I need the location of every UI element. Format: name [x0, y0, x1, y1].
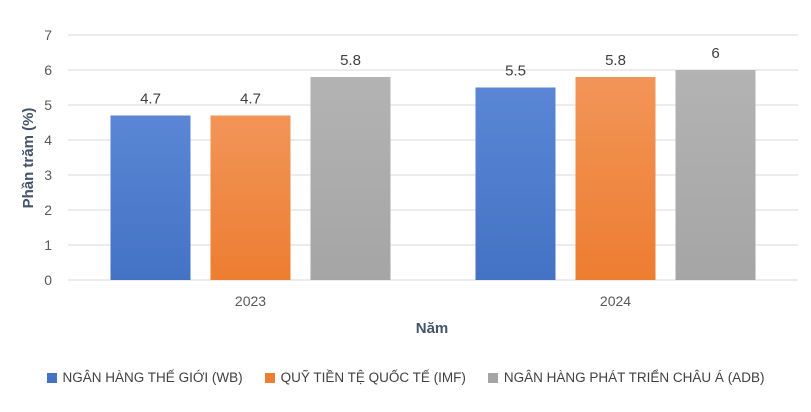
legend-label: NGÂN HÀNG THẾ GIỚI (WB): [62, 370, 243, 385]
y-tick-label: 4: [44, 132, 52, 148]
legend-label: QUỸ TIỀN TỆ QUỐC TẾ (IMF): [280, 370, 466, 385]
y-tick-label: 1: [44, 237, 52, 253]
legend-swatch: [487, 372, 498, 383]
x-tick-labels: 2023 2024: [235, 293, 631, 309]
x-axis-title: Năm: [416, 320, 449, 337]
x-tick-label: 2023: [235, 293, 266, 309]
x-tick-label: 2024: [600, 293, 631, 309]
bar: [310, 77, 391, 280]
y-tick-label: 3: [44, 167, 52, 183]
legend-swatch: [264, 372, 275, 383]
data-label: 6: [711, 45, 719, 62]
y-tick-label: 5: [44, 97, 52, 113]
data-labels: 4.7 4.7 5.8 5.5 5.8 6: [140, 45, 720, 108]
y-tick-label: 6: [44, 62, 52, 78]
legend-item: QUỸ TIỀN TỆ QUỐC TẾ (IMF): [264, 370, 466, 385]
data-label: 4.7: [240, 91, 261, 108]
bar: [575, 77, 656, 280]
y-axis-title: Phần trăm (%): [20, 108, 37, 209]
legend-item: NGÂN HÀNG THẾ GIỚI (WB): [46, 370, 243, 385]
bar: [475, 87, 556, 280]
legend-label: NGÂN HÀNG PHÁT TRIỂN CHÂU Á (ADB): [503, 370, 765, 385]
y-tick-labels: 0 1 2 3 4 5 6 7: [44, 27, 52, 288]
legend: NGÂN HÀNG THẾ GIỚI (WB) QUỸ TIỀN TỆ QUỐC …: [0, 370, 811, 385]
bar: [675, 70, 756, 280]
legend-swatch: [46, 372, 57, 383]
bar-chart: 0 1 2 3 4 5 6 7 4.7 4.7 5.8 5.5 5.8 6 2023 2024 Năm P…: [20, 27, 798, 337]
y-tick-label: 0: [44, 272, 52, 288]
y-tick-label: 2: [44, 202, 52, 218]
bar: [110, 115, 191, 280]
bars: [110, 70, 756, 280]
data-label: 5.8: [340, 52, 361, 69]
data-label: 4.7: [140, 91, 161, 108]
y-tick-label: 7: [44, 27, 52, 43]
data-label: 5.8: [605, 52, 626, 69]
legend-item: NGÂN HÀNG PHÁT TRIỂN CHÂU Á (ADB): [487, 370, 765, 385]
bar: [210, 115, 291, 280]
data-label: 5.5: [505, 63, 526, 80]
